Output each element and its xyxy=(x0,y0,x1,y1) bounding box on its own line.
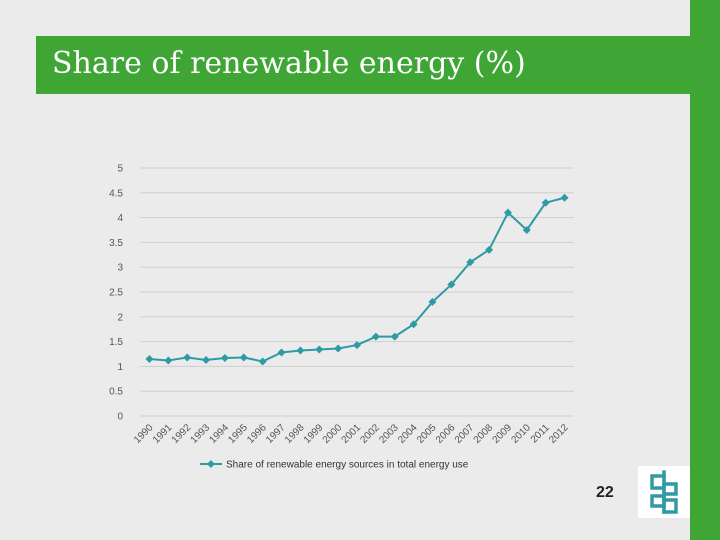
y-tick-label: 1 xyxy=(117,362,123,373)
x-axis-ticks: 1990199119921993199419951996199719981999… xyxy=(132,422,571,446)
x-tick-label: 2001 xyxy=(340,422,364,446)
cbs-logo-icon xyxy=(650,470,678,514)
legend-swatch-marker xyxy=(207,460,215,468)
y-tick-label: 0 xyxy=(117,412,123,423)
data-point xyxy=(145,354,154,363)
data-point xyxy=(296,346,305,355)
x-tick-label: 1992 xyxy=(170,422,194,446)
x-tick-label: 2009 xyxy=(491,422,515,446)
series-line xyxy=(149,196,565,363)
x-tick-label: 1991 xyxy=(151,422,175,446)
y-tick-label: 2.5 xyxy=(109,288,123,299)
x-tick-label: 2003 xyxy=(377,422,401,446)
data-point xyxy=(522,226,531,234)
data-point xyxy=(428,297,437,306)
x-tick-label: 2006 xyxy=(434,422,458,446)
page-number: 22 xyxy=(596,484,614,501)
y-tick-label: 1.5 xyxy=(109,337,123,348)
gridlines xyxy=(140,167,574,417)
x-tick-label: 1990 xyxy=(132,422,156,446)
title-band: Share of renewable energy (%) xyxy=(36,36,696,94)
legend-label: Share of renewable energy sources in tot… xyxy=(226,460,469,471)
data-point xyxy=(315,345,324,354)
cbs-logo xyxy=(638,466,690,518)
data-point xyxy=(541,198,550,207)
series-layer xyxy=(145,193,569,366)
data-point xyxy=(183,353,192,362)
data-point xyxy=(277,348,286,357)
data-point xyxy=(560,193,569,202)
x-tick-label: 1998 xyxy=(283,422,307,446)
data-point xyxy=(447,280,456,289)
y-tick-label: 3.5 xyxy=(109,238,123,249)
x-tick-label: 2004 xyxy=(396,422,420,446)
x-tick-label: 2002 xyxy=(358,422,382,446)
y-tick-label: 3 xyxy=(117,263,123,274)
x-tick-label: 2011 xyxy=(529,422,552,445)
data-point xyxy=(371,332,380,341)
data-point xyxy=(220,353,229,362)
legend: Share of renewable energy sources in tot… xyxy=(200,460,469,471)
x-tick-label: 2008 xyxy=(472,422,496,446)
data-point xyxy=(239,353,248,362)
x-tick-label: 1996 xyxy=(245,422,269,446)
data-point xyxy=(466,258,475,267)
y-tick-label: 4.5 xyxy=(109,188,123,199)
data-point xyxy=(390,332,399,341)
x-tick-label: 1997 xyxy=(264,422,288,446)
data-point xyxy=(164,356,173,365)
x-tick-label: 1999 xyxy=(302,422,326,446)
x-tick-label: 1995 xyxy=(226,422,250,446)
data-point xyxy=(334,344,343,353)
y-axis-ticks: 0 0.5 1 1.5 2 2.5 3 3.5 4 4.5 5 xyxy=(109,164,123,423)
y-tick-label: 5 xyxy=(117,164,123,175)
y-tick-label: 0.5 xyxy=(109,387,123,398)
data-point xyxy=(353,341,361,350)
data-point xyxy=(202,355,211,364)
line-chart: 00.511.522.533.544.55 199019911992199319… xyxy=(109,164,574,471)
page-title: Share of renewable energy (%) xyxy=(52,46,526,81)
x-tick-label: 2000 xyxy=(321,422,345,446)
y-tick-label: 2 xyxy=(117,312,123,323)
x-tick-label: 2005 xyxy=(415,422,439,446)
x-tick-label: 2007 xyxy=(453,422,477,446)
x-tick-label: 2010 xyxy=(509,422,533,446)
y-tick-label: 4 xyxy=(117,213,123,224)
data-point xyxy=(503,208,512,217)
x-tick-label: 1993 xyxy=(189,422,213,446)
data-point xyxy=(258,357,267,366)
data-point xyxy=(409,320,418,329)
x-tick-label: 1994 xyxy=(208,422,232,446)
x-tick-label: 2012 xyxy=(547,422,571,446)
data-point xyxy=(485,245,494,254)
